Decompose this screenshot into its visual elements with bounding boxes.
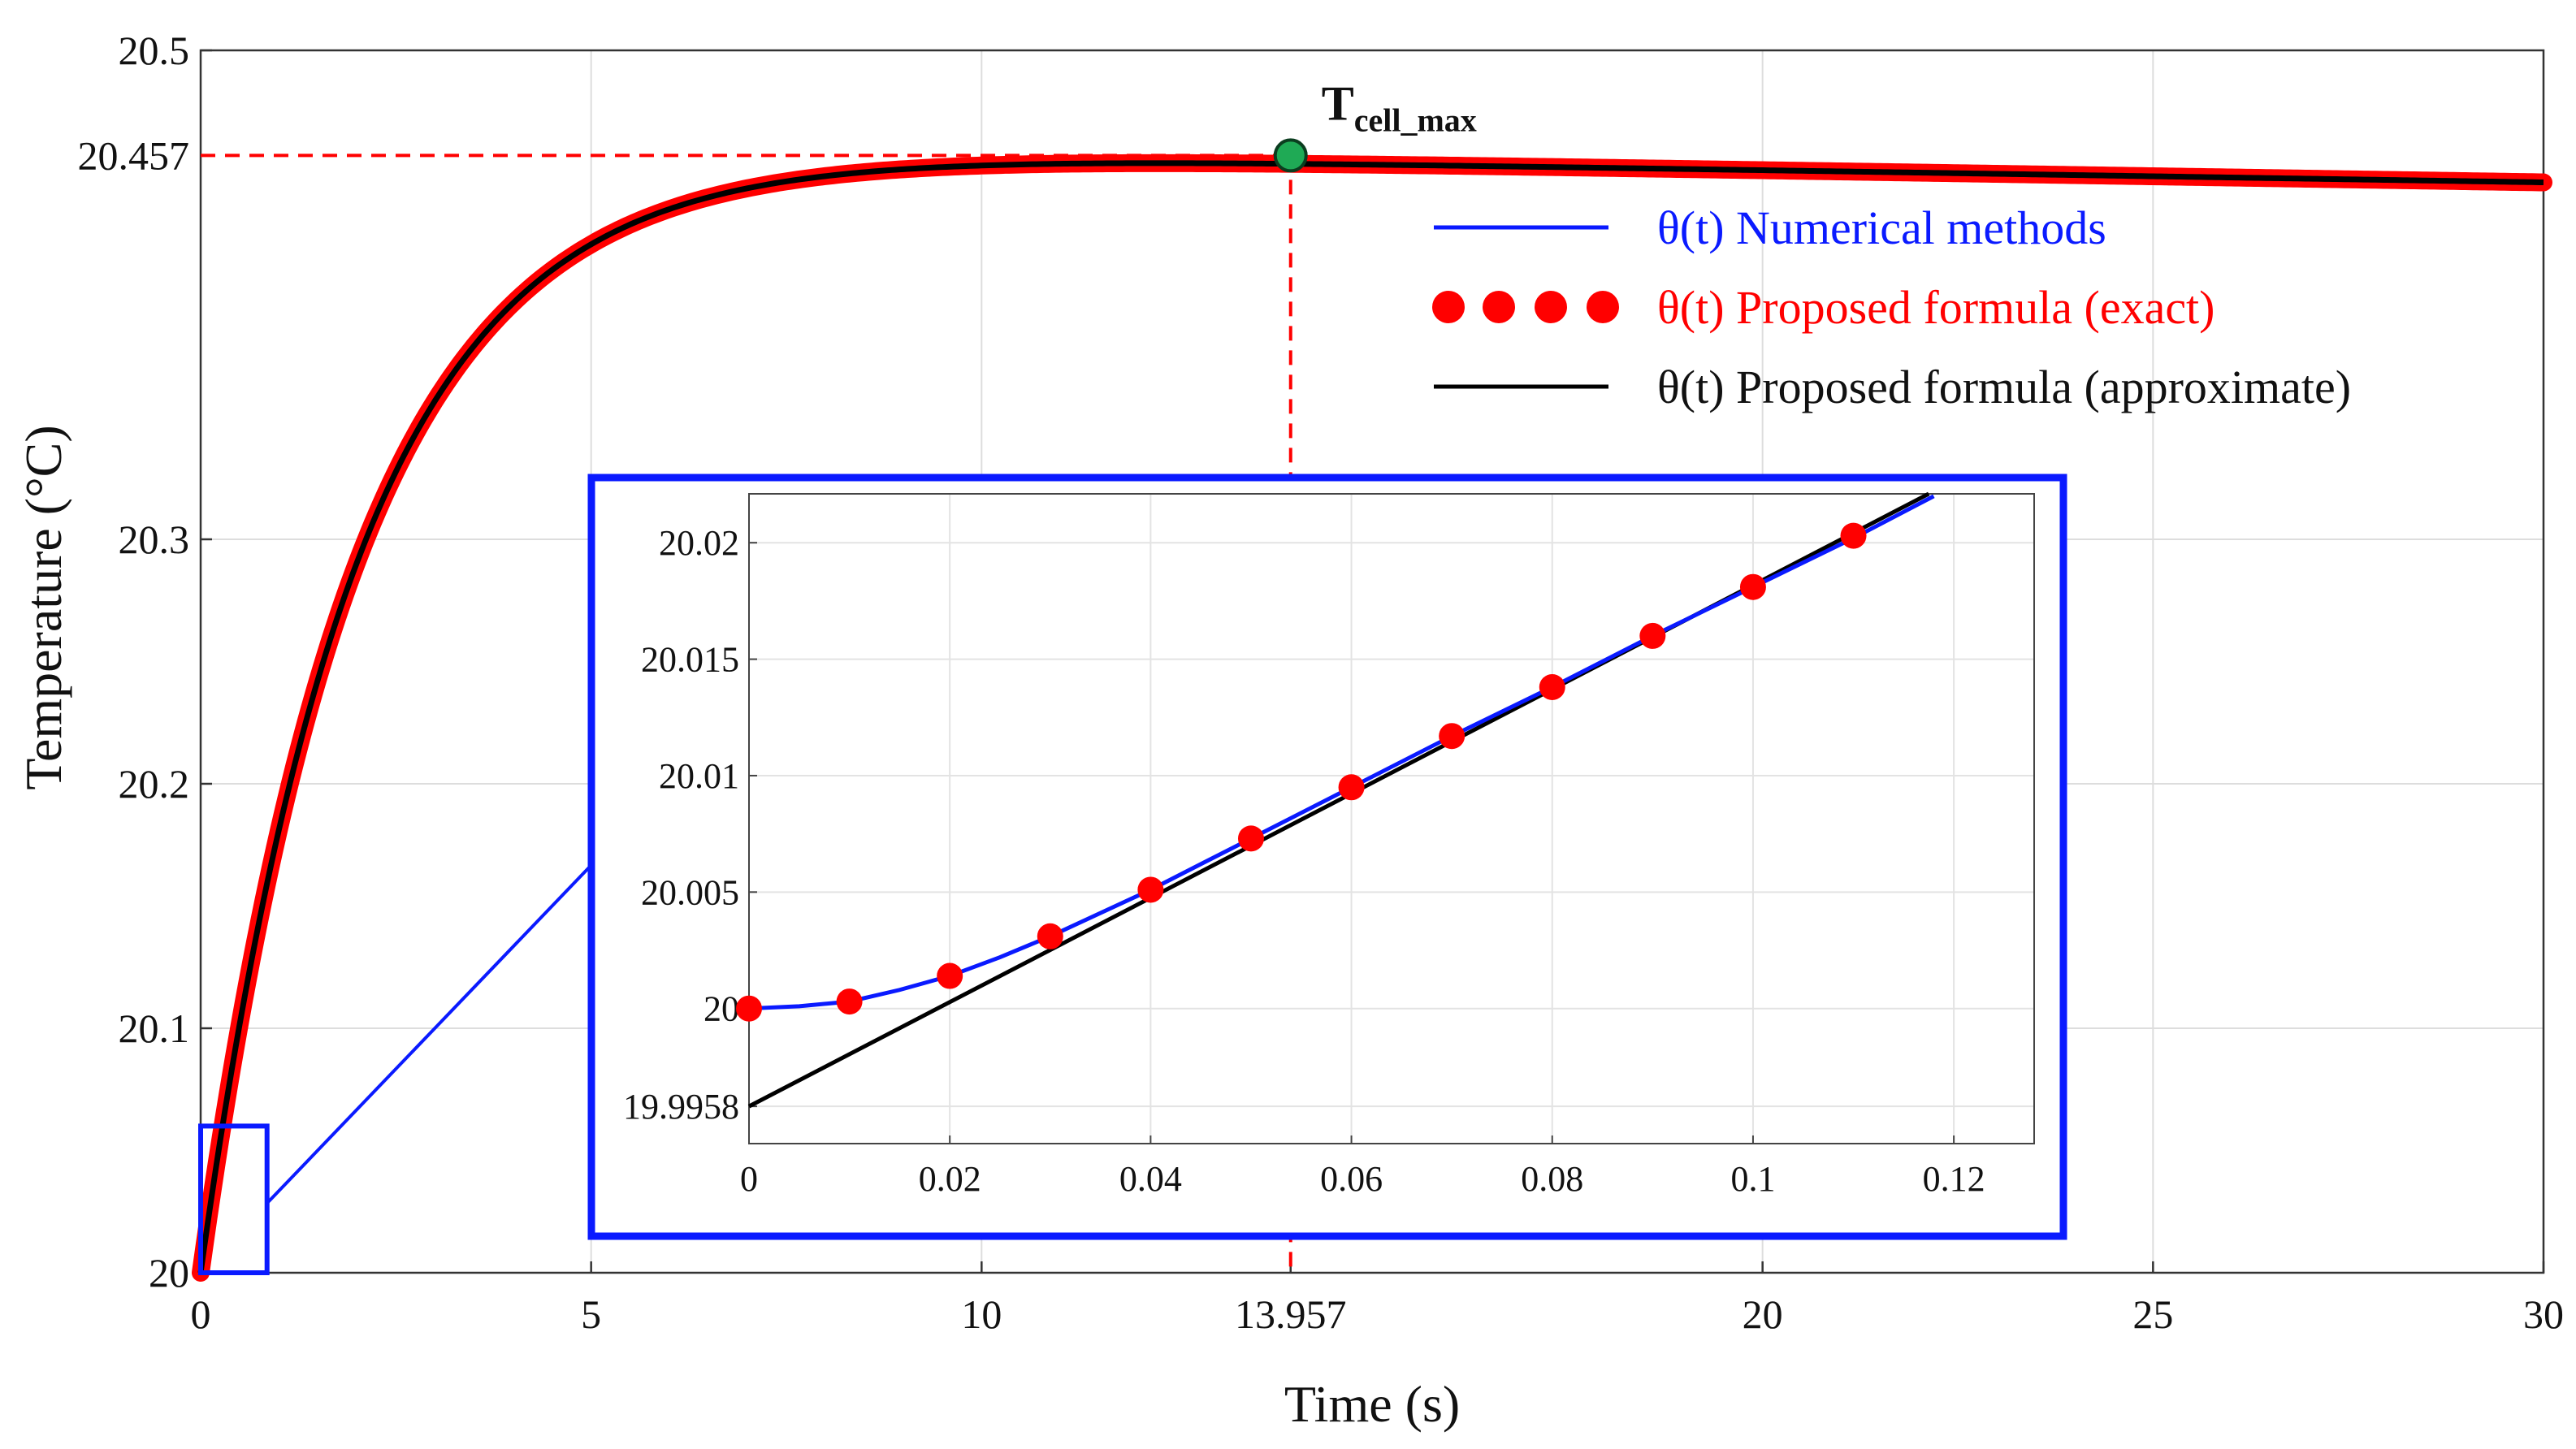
legend-dot xyxy=(1432,291,1465,323)
inset-y-tick-label: 20.005 xyxy=(641,872,739,912)
inset-series-exact xyxy=(736,522,1867,1022)
legend-swatch-exact xyxy=(1432,291,1619,323)
legend-label-approximate: θ(t) Proposed formula (approximate) xyxy=(1657,361,2351,413)
inset-y-tick-label: 20 xyxy=(704,989,739,1029)
inset-yticks: 19.9958 20 20.005 20.01 20.015 20.02 xyxy=(623,523,757,1127)
zoom-connector-upper xyxy=(266,863,593,1205)
main-y-tick-label: 20.1 xyxy=(119,1006,190,1051)
inset-y-tick-label: 20.01 xyxy=(659,756,739,796)
max-point-marker xyxy=(1273,138,1308,173)
inset-exact-point xyxy=(1237,825,1264,852)
inset-plot-frame xyxy=(748,493,2035,1144)
inset-panel-border xyxy=(587,474,2067,1240)
main-x-tick-label: 25 xyxy=(2132,1291,2173,1337)
main-x-tick-label: 5 xyxy=(581,1291,601,1337)
inset-y-tick-label: 20.02 xyxy=(659,523,739,563)
main-frame xyxy=(199,49,2545,1274)
inset-exact-point xyxy=(1739,573,1766,600)
inset-exact-point xyxy=(1639,622,1666,649)
main-y-tick-label: 20.2 xyxy=(119,761,190,807)
inset-x-tick-label: 0.04 xyxy=(1119,1159,1182,1199)
main-series-approximate xyxy=(197,160,2544,1274)
inset-exact-point xyxy=(1137,876,1164,903)
main-y-tick-label: 20.3 xyxy=(119,517,190,562)
y-axis-label: Temperature (°C) xyxy=(15,425,72,789)
main-x-tick-label: 30 xyxy=(2523,1291,2564,1337)
main-x-tick-label: 20 xyxy=(1743,1291,1783,1337)
inset-x-tick-label: 0.12 xyxy=(1923,1159,1985,1199)
inset-x-tick-label: 0.08 xyxy=(1521,1159,1583,1199)
legend-label-numerical: θ(t) Numerical methods xyxy=(1657,201,2106,254)
legend: θ(t) Numerical methods θ(t) Proposed for… xyxy=(1432,201,2351,413)
legend-dot xyxy=(1483,291,1515,323)
main-y-tick-label: 20 xyxy=(149,1250,189,1295)
inset-x-tick-label: 0.1 xyxy=(1730,1159,1775,1199)
inset-panel-background xyxy=(591,478,2063,1236)
inset-exact-point xyxy=(937,962,963,989)
inset-xticks: 0 0.02 0.04 0.06 0.08 0.1 0.12 xyxy=(740,1135,1985,1199)
legend-dot xyxy=(1535,291,1567,323)
main-y-tick-label: 20.5 xyxy=(119,28,190,73)
max-point-label: Tcell_max xyxy=(1322,76,1477,138)
main-x-tick-label: 0 xyxy=(191,1291,211,1337)
inset-exact-point xyxy=(1439,723,1466,750)
zoom-region-box xyxy=(198,1123,270,1276)
inset-exact-point xyxy=(1037,923,1063,949)
main-x-tick-label: 10 xyxy=(961,1291,1002,1337)
inset-x-tick-label: 0.02 xyxy=(919,1159,981,1199)
legend-label-exact: θ(t) Proposed formula (exact) xyxy=(1657,281,2214,334)
inset-exact-point xyxy=(1840,522,1867,549)
main-x-tick-label: 13.957 xyxy=(1235,1291,1347,1337)
legend-dot xyxy=(1587,291,1619,323)
main-plot-frame xyxy=(199,49,2545,1274)
inset-exact-point xyxy=(1539,673,1565,700)
inset-x-tick-label: 0 xyxy=(740,1159,758,1199)
max-label-main: T xyxy=(1322,76,1354,130)
inset-exact-point xyxy=(1338,774,1365,801)
x-axis-label: Time (s) xyxy=(1284,1375,1460,1433)
inset-exact-point xyxy=(836,988,863,1015)
main-y-tick-label: 20.457 xyxy=(78,132,190,178)
inset-x-tick-label: 0.06 xyxy=(1320,1159,1383,1199)
inset-y-tick-label: 19.9958 xyxy=(623,1087,739,1127)
main-yticks: 20 20.1 20.2 20.3 20.457 20.5 xyxy=(78,28,212,1295)
inset-y-tick-label: 20.015 xyxy=(641,640,739,680)
main-xticks: 0 5 10 13.957 20 25 30 xyxy=(191,1261,2564,1337)
max-label-sub: cell_max xyxy=(1354,102,1477,138)
inset-exact-point xyxy=(736,995,762,1022)
